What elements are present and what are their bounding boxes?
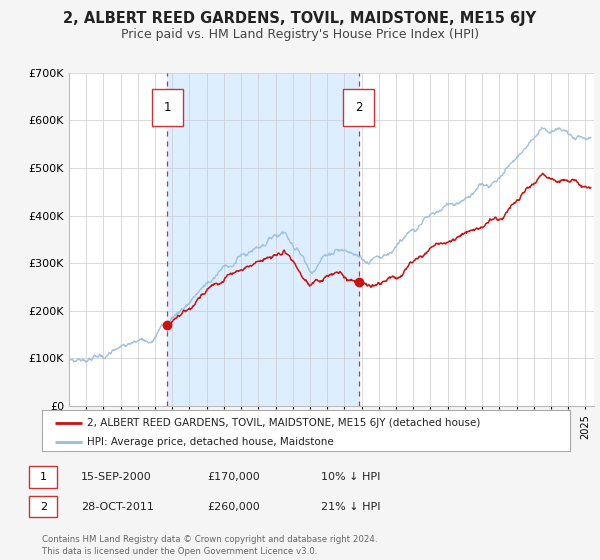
Text: Price paid vs. HM Land Registry's House Price Index (HPI): Price paid vs. HM Land Registry's House …: [121, 28, 479, 41]
Text: 1: 1: [40, 472, 47, 482]
Text: Contains HM Land Registry data © Crown copyright and database right 2024.
This d: Contains HM Land Registry data © Crown c…: [42, 535, 377, 556]
Text: £170,000: £170,000: [207, 472, 260, 482]
Text: 28-OCT-2011: 28-OCT-2011: [81, 502, 154, 512]
FancyBboxPatch shape: [152, 90, 182, 126]
Text: 10% ↓ HPI: 10% ↓ HPI: [321, 472, 380, 482]
Bar: [167, 73, 359, 406]
FancyBboxPatch shape: [343, 90, 374, 126]
Text: 1: 1: [164, 101, 171, 114]
Text: 2: 2: [40, 502, 47, 512]
Text: 2: 2: [355, 101, 362, 114]
Text: 21% ↓ HPI: 21% ↓ HPI: [321, 502, 380, 512]
Text: 15-SEP-2000: 15-SEP-2000: [81, 472, 152, 482]
Text: 2, ALBERT REED GARDENS, TOVIL, MAIDSTONE, ME15 6JY (detached house): 2, ALBERT REED GARDENS, TOVIL, MAIDSTONE…: [87, 418, 480, 428]
Text: 2, ALBERT REED GARDENS, TOVIL, MAIDSTONE, ME15 6JY: 2, ALBERT REED GARDENS, TOVIL, MAIDSTONE…: [64, 11, 536, 26]
Text: HPI: Average price, detached house, Maidstone: HPI: Average price, detached house, Maid…: [87, 437, 334, 447]
Text: £260,000: £260,000: [207, 502, 260, 512]
